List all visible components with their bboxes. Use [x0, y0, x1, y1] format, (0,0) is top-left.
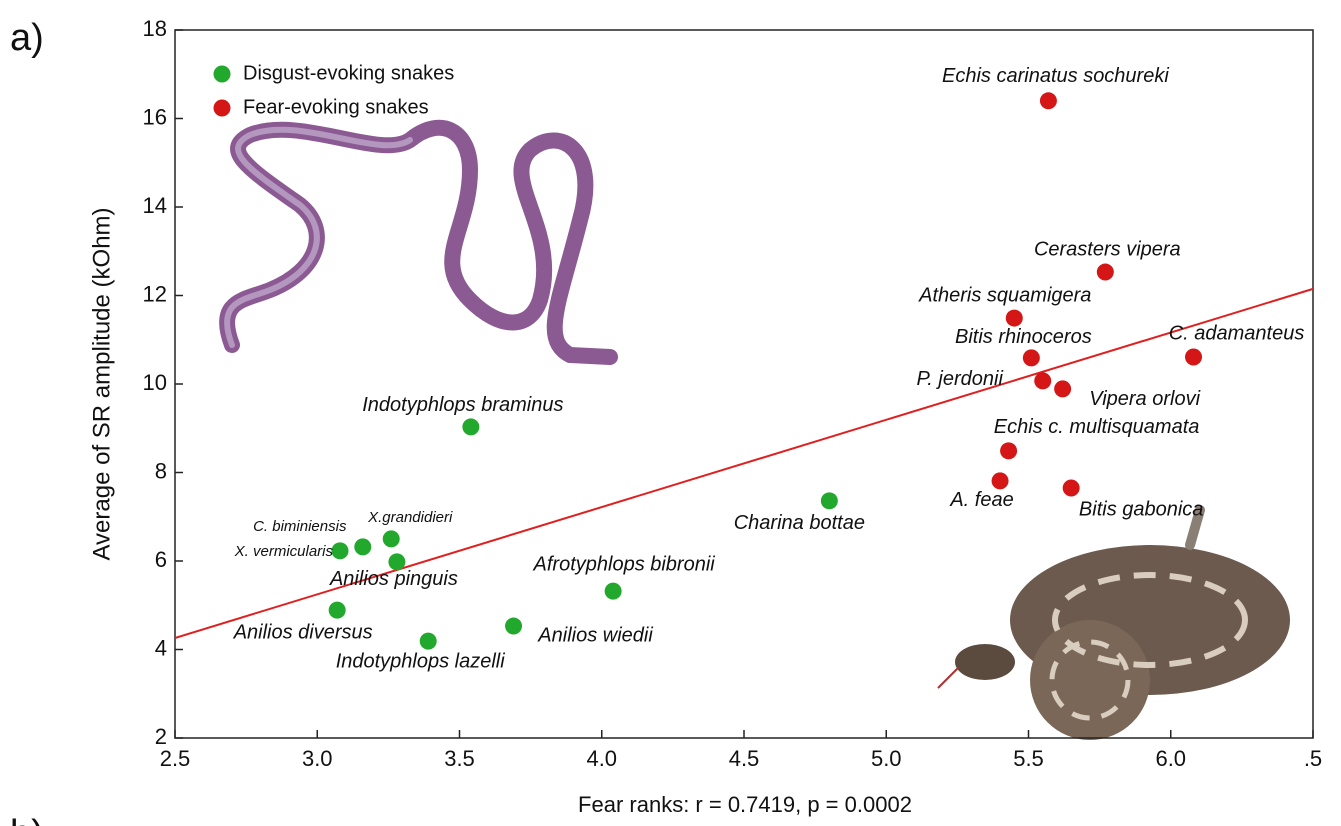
point-label: P. jerdonii [917, 368, 1004, 390]
data-point [505, 617, 523, 635]
data-point [462, 418, 480, 436]
data-point [382, 530, 400, 548]
x-tick-label: 6.0 [1155, 746, 1186, 771]
data-point [328, 601, 346, 619]
worm-snake-illustration [219, 119, 618, 365]
data-point [1005, 309, 1023, 327]
data-point [1000, 442, 1018, 460]
data-point [1039, 92, 1057, 110]
point-label: Anilios pinguis [329, 568, 458, 590]
y-tick-label: 6 [155, 547, 167, 572]
panel-label: a) [10, 17, 44, 59]
point-label: Indotyphlops lazelli [336, 650, 506, 672]
point-label: Bitis gabonica [1079, 498, 1204, 520]
point-label: Bitis rhinoceros [955, 326, 1092, 348]
data-point [1185, 348, 1203, 366]
y-axis-label: Average of SR amplitude (kOhm) [88, 207, 115, 560]
y-tick-label: 10 [143, 370, 167, 395]
point-label: Anilios wiedii [537, 624, 653, 646]
point-label: Anilios diversus [233, 621, 373, 643]
point-label: Charina bottae [734, 512, 865, 534]
y-tick-label: 14 [143, 193, 167, 218]
rattlesnake-illustration [937, 505, 1290, 740]
point-label: X. vermicularis [234, 543, 334, 560]
y-tick-label: 8 [155, 458, 167, 483]
y-tick-label: 2 [155, 724, 167, 749]
x-tick-label: 5.5 [1013, 746, 1044, 771]
point-label: Vipera orlovi [1089, 388, 1200, 410]
point-label: Echis c. multisquamata [994, 416, 1200, 438]
point-label: C. adamanteus [1169, 322, 1305, 344]
data-point [1096, 263, 1114, 281]
x-tick-label: 4.0 [586, 746, 617, 771]
x-tick-label: 3.0 [302, 746, 333, 771]
legend-label: Disgust-evoking snakes [243, 62, 454, 84]
data-point [1062, 479, 1080, 497]
y-tick-label: 16 [143, 104, 167, 129]
x-tick-label: 5.0 [871, 746, 902, 771]
legend-marker [213, 99, 231, 117]
y-tick-label: 18 [143, 16, 167, 41]
data-point [1022, 349, 1040, 367]
x-tick-label: 4.5 [729, 746, 760, 771]
data-point [1054, 380, 1072, 398]
legend-label: Fear-evoking snakes [243, 96, 429, 118]
x-axis-label: Fear ranks: r = 0.7419, p = 0.0002 [578, 792, 912, 817]
data-point [1034, 372, 1052, 390]
x-tick-label: .5 [1304, 746, 1322, 771]
panel-label: b) [10, 813, 44, 826]
data-point [820, 492, 838, 510]
point-label: X.grandidieri [367, 509, 453, 526]
data-point [331, 542, 349, 560]
point-label: A. feae [949, 489, 1013, 511]
x-tick-label: 3.5 [444, 746, 475, 771]
data-point [991, 472, 1009, 490]
x-tick-label: 2.5 [160, 746, 191, 771]
trend-line [174, 287, 1314, 639]
data-point [604, 582, 622, 600]
point-label: Indotyphlops braminus [362, 394, 563, 416]
y-tick-label: 12 [143, 281, 167, 306]
data-point [354, 538, 372, 556]
point-label: C. biminiensis [253, 518, 347, 535]
y-tick-label: 4 [155, 635, 167, 660]
point-label: Echis carinatus sochureki [942, 65, 1169, 87]
point-label: Afrotyphlops bibronii [533, 553, 716, 575]
legend-marker [213, 65, 231, 83]
data-point [388, 553, 406, 571]
data-point [419, 632, 437, 650]
point-label: Cerasters vipera [1034, 238, 1181, 260]
point-label: Atheris squamigera [918, 284, 1091, 306]
